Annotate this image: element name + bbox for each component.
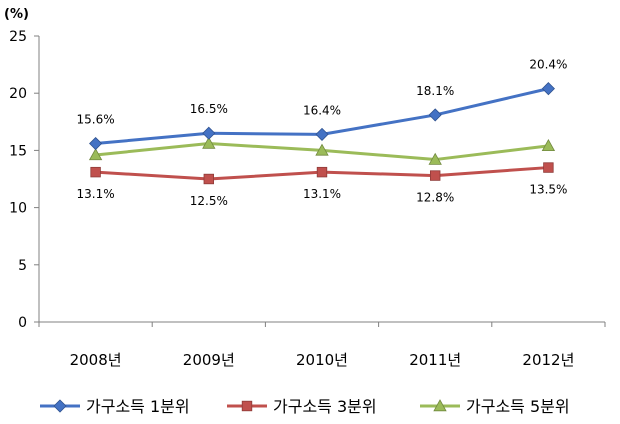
data-point: [202, 136, 216, 149]
legend-marker: [53, 399, 67, 413]
data-label: 16.5%: [190, 102, 228, 116]
legend-label: 가구소득 5분위: [466, 397, 570, 416]
y-tick-label: 0: [18, 315, 27, 331]
y-tick-label: 5: [18, 258, 27, 274]
data-point: [202, 126, 216, 140]
legend: 가구소득 1분위 가구소득 3분위 가구소득 5분위: [40, 397, 570, 416]
y-unit-label: (%): [4, 7, 29, 22]
data-point: [90, 166, 101, 178]
legend-label: 가구소득 1분위: [86, 397, 190, 416]
data-label: 20.4%: [529, 58, 567, 72]
x-tick-label: 2009년: [183, 351, 235, 369]
series-markers: [88, 82, 556, 185]
data-labels: 13.1% 12.5% 13.1% 12.8% 13.5% 15.6% 16.5% 16.4%…: [77, 58, 568, 208]
data-label: 12.5%: [190, 194, 228, 208]
data-point: [428, 152, 442, 165]
data-point: [315, 127, 329, 141]
data-label: 12.8%: [416, 191, 454, 205]
data-point: [541, 82, 555, 96]
x-tick-label: 2011년: [409, 351, 461, 369]
data-label: 13.1%: [77, 187, 115, 201]
x-tick-label: 2010년: [296, 351, 348, 369]
data-point: [429, 170, 441, 181]
legend-marker: [433, 399, 447, 412]
y-tick-label: 10: [9, 201, 27, 217]
y-tick-label: 25: [9, 29, 27, 45]
axes: 0 5 10 15 20 25 2008년 2009년 2010년 2011년 2012년 (%): [4, 7, 606, 369]
x-tick-label: 2012년: [522, 351, 574, 369]
data-label: 16.4%: [303, 103, 341, 117]
y-tick-label: 15: [9, 143, 27, 159]
data-label: 15.6%: [77, 113, 115, 127]
data-point: [541, 139, 556, 152]
data-label: 13.1%: [303, 187, 341, 201]
data-point: [203, 173, 215, 185]
legend-marker: [241, 400, 253, 412]
data-point: [315, 143, 329, 156]
data-point: [89, 136, 103, 151]
data-point: [88, 148, 103, 161]
y-tick-label: 20: [9, 86, 27, 102]
data-label: 18.1%: [416, 84, 454, 98]
data-label: 13.5%: [529, 183, 567, 197]
x-tick-label: 2008년: [70, 351, 122, 369]
data-point: [543, 162, 554, 173]
legend-label: 가구소득 3분위: [273, 397, 377, 416]
data-point: [316, 166, 328, 178]
data-point: [428, 108, 442, 122]
